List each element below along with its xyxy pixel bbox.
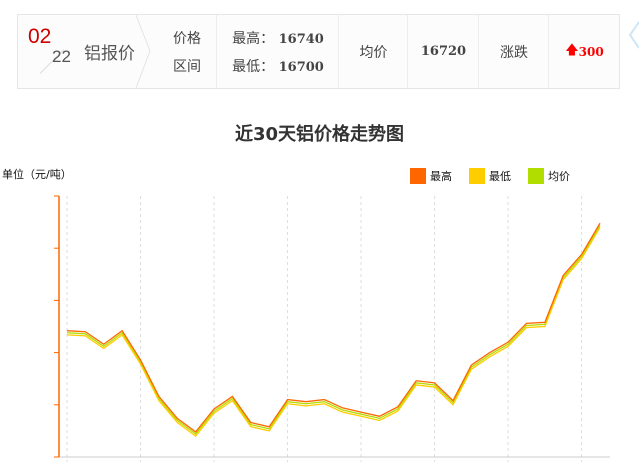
range-label-1: 价格 — [173, 30, 201, 47]
series-line-最低 — [66, 226, 601, 438]
legend-swatch — [528, 168, 544, 184]
avg-value: 16720 — [407, 15, 479, 88]
month: 02 — [28, 25, 52, 48]
legend-item[interactable]: 最低 — [469, 168, 511, 184]
legend-item[interactable]: 均价 — [528, 168, 570, 184]
series-line-最高 — [66, 222, 601, 433]
legend-swatch — [469, 168, 485, 184]
price-header: 02 22 铝报价 价格 区间 最高： 16740 最低： 16700 均价 1… — [17, 14, 620, 89]
legend-label: 最低 — [489, 170, 511, 183]
range-label: 价格 区间 — [158, 15, 216, 88]
low-row: 最低： 16700 — [232, 56, 324, 76]
low-label: 最低： — [232, 58, 275, 75]
change: 🡅 300 — [548, 15, 620, 88]
product-name: 铝报价 — [84, 44, 135, 64]
change-label: 涨跌 — [478, 15, 549, 88]
y-axis-label: 单位（元/吨） — [2, 168, 72, 181]
low-value: 16700 — [278, 59, 324, 75]
series-line-均价 — [66, 224, 601, 435]
avg-label: 均价 — [338, 15, 408, 88]
high-low: 最高： 16740 最低： 16700 — [216, 15, 339, 88]
legend-item[interactable]: 最高 — [410, 168, 452, 184]
chevron-divider-icon — [136, 15, 151, 88]
arrow-up-icon: 🡅 — [565, 42, 579, 58]
legend-label: 最高 — [430, 170, 452, 183]
legend-label: 均价 — [548, 170, 570, 183]
chart-title: 近30天铝价格走势图 — [234, 124, 405, 145]
high-value: 16740 — [278, 31, 324, 47]
change-value: 300 — [578, 44, 604, 59]
high-label: 最高： — [232, 30, 275, 47]
legend-swatch — [410, 168, 426, 184]
range-label-2: 区间 — [173, 58, 201, 75]
day: 22 — [52, 47, 71, 66]
high-row: 最高： 16740 — [232, 28, 324, 48]
